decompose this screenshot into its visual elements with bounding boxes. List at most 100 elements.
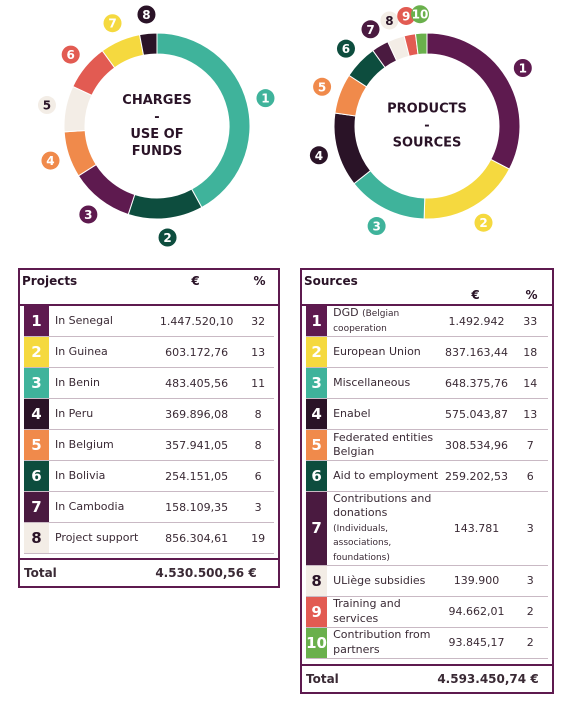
segment-number: 5 [43,99,51,113]
segment-number: 8 [142,8,150,22]
table-row: 10 Contribution from partners 93.845,17 2 [306,627,548,659]
row-badge: 4 [24,399,49,429]
donut-segment [353,169,426,220]
row-percent: 14 [523,376,538,390]
segment-badge [103,14,122,33]
header-cell: Projects [22,274,78,288]
segment-badge [61,45,80,64]
segment-number: 4 [46,154,54,168]
table-row: 5 In Belgium 357.941,05 8 [24,430,274,461]
row-amount: 143.781 [453,521,500,535]
header-cell: % [253,274,266,288]
projects-table: Projects €% 1 In Senegal 1.447.520,10 32 2 In G… [18,268,280,588]
row-percent: 18 [523,345,538,359]
row-label-cell: In Benin [49,376,151,390]
row-percent: 2 [526,605,534,619]
row-badge: 1 [24,306,49,336]
table-row: 9 Training and services 94.662,01 2 [306,596,548,628]
row-label-cell: DGD (Belgian cooperation [327,306,440,335]
chart-title: CHARGES [122,93,191,108]
segment-number: 6 [342,42,350,56]
row-label-cell: ULiège subsidies [327,574,440,588]
row-badge: 3 [306,368,328,398]
table-total: Total 4.593.450,74 € [302,664,552,692]
donut-segment [423,158,511,220]
row-amount: 837.163,44 [445,345,509,359]
row-badge: 5 [306,430,328,460]
header-cell: Sources [304,274,358,288]
table-header: Projects €% [20,270,278,306]
row-amount: 158.109,35 [165,500,229,514]
segment-badge [158,228,177,247]
row-label-cell: In Bolivia [49,469,151,483]
row-label: In Senegal [54,313,113,327]
segment-number: 3 [84,208,92,222]
row-badge: 6 [24,461,49,491]
table-row: 3 Miscellaneous 648.375,76 14 [306,368,548,399]
chart-title: SOURCES [393,136,462,151]
row-label: Training and services [333,597,401,625]
row-label: In Cambodia [54,499,125,513]
row-percent: 13 [523,407,538,421]
row-label: In Belgium [54,437,114,451]
segment-number: 7 [108,17,116,31]
row-percent: 2 [526,636,534,650]
row-amount: 357.941,05 [165,438,229,452]
donut-segment [127,188,203,220]
segment-badge [37,96,56,115]
row-amount: 603.172,76 [165,345,229,359]
row-label-cell: Enabel [327,407,440,421]
row-label-cell: In Cambodia [49,500,151,514]
segment-badge [309,146,328,165]
row-note: (Belgian cooperation [333,309,400,334]
row-percent: 8 [254,438,262,452]
table-row: 1 In Senegal 1.447.520,10 32 [24,306,274,337]
chart-title: - [424,119,429,134]
row-amount: 308.534,96 [445,438,509,452]
row-amount: 94.662,01 [448,605,505,619]
segment-number: 9 [402,9,410,23]
row-percent: 32 [251,314,266,328]
row-label: Federated entities Belgian [333,430,434,458]
chart-title: USE OF [130,127,183,142]
donut-segment [414,32,428,56]
header-cell: € [191,274,200,288]
row-percent: 6 [526,469,534,483]
row-label: Contribution from partners [333,628,431,656]
table-row: 7 Contributions and donations (Individual… [306,492,548,566]
table-row: 6 Aid to employment 259.202,53 6 [306,461,548,492]
row-amount: 575.043,87 [445,407,509,421]
segment-badge [397,6,416,25]
segment-badge [41,151,60,170]
donut-segment [138,32,158,56]
row-percent: 11 [251,376,266,390]
row-label: Miscellaneous [333,375,411,389]
total-value: 4.593.450,74 € [437,672,539,686]
row-label: DGD [333,306,359,320]
row-label-cell: European Union [327,345,440,359]
sources-table: Sources €% 1 DGD (Belgian cooperation 1.492.… [300,268,554,694]
segment-badge [367,217,386,236]
table-row: 1 DGD (Belgian cooperation 1.492.942 33 [306,306,548,337]
row-percent: 6 [254,469,262,483]
table-row: 4 Enabel 575.043,87 13 [306,399,548,430]
segment-badge [79,205,98,224]
segment-badge [411,5,430,24]
row-badge: 8 [306,565,328,596]
table-row: 8 ULiège subsidies 139.900 3 [306,565,548,597]
row-amount: 483.405,56 [165,376,229,390]
row-percent: 13 [251,345,266,359]
row-badge: 7 [306,492,328,565]
total-label: Total [24,566,57,580]
segment-number: 2 [163,231,171,245]
row-label: Aid to employment [333,468,439,482]
table-total: Total 4.530.500,56 € [20,558,278,586]
segment-badge [361,20,380,39]
segment-number: 1 [519,62,527,76]
segment-number: 2 [479,216,487,230]
donut-segment [156,32,251,209]
row-amount: 369.896,08 [165,407,229,421]
row-badge: 3 [24,368,49,398]
donut-segment [333,112,372,185]
